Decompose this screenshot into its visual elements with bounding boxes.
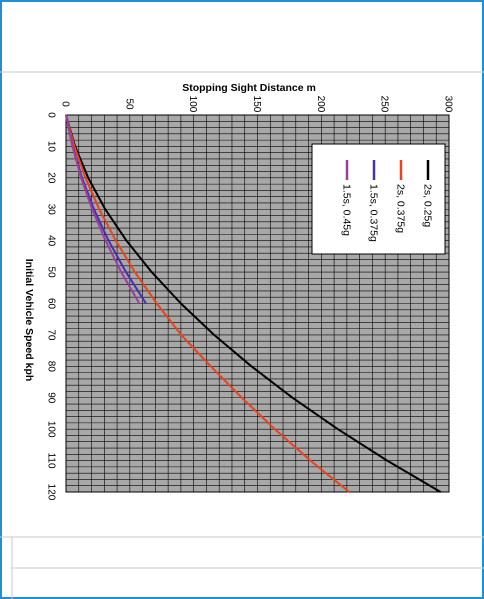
series-line-4 <box>65 114 141 304</box>
series-line-1 <box>65 114 442 493</box>
x-tick-label: 20 <box>46 172 57 184</box>
y-axis-ticks: 0 50 100 150 200 250 300 <box>60 96 454 113</box>
x-tick-label: 40 <box>46 235 57 247</box>
y-tick-label: 50 <box>123 98 134 110</box>
legend: 2s, 0.25g 2s, 0.375g 1.5s, 0.375g 1.5s, 0.4… <box>311 143 446 255</box>
y-axis-title: Stopping Sight Distance m <box>182 82 316 94</box>
legend-label: 2s, 0.375g <box>394 184 406 233</box>
series-line-2 <box>65 114 350 493</box>
legend-label: 1.5s, 0.45g <box>340 184 352 236</box>
y-tick-label: 300 <box>443 96 454 113</box>
legend-label: 1.5s, 0.375g <box>367 184 379 242</box>
x-tick-label: 100 <box>46 421 57 438</box>
x-tick-label: 120 <box>46 484 57 501</box>
x-axis-ticks: 0 10 20 30 40 50 60 70 80 90 100 110 120 <box>46 112 57 501</box>
x-tick-label: 110 <box>46 453 57 469</box>
x-tick-label: 90 <box>46 392 57 404</box>
legend-label: 2s, 0.25g <box>421 184 433 227</box>
plot-border <box>65 114 450 493</box>
x-tick-label: 0 <box>46 112 57 118</box>
x-tick-label: 70 <box>46 329 57 341</box>
y-tick-label: 0 <box>60 101 71 107</box>
series-layer <box>65 114 442 493</box>
x-tick-label: 60 <box>46 298 57 310</box>
x-axis-title: Initial Vehicle Speed kph <box>23 259 35 382</box>
legend-box <box>311 143 446 255</box>
y-tick-label: 150 <box>251 96 262 113</box>
x-tick-label: 30 <box>46 204 57 216</box>
y-tick-label: 250 <box>379 96 390 113</box>
x-tick-label: 10 <box>46 141 57 153</box>
x-tick-label: 80 <box>46 361 57 373</box>
grid-lines <box>65 114 450 493</box>
x-tick-label: 50 <box>46 267 57 279</box>
y-tick-label: 200 <box>315 96 326 113</box>
y-tick-label: 100 <box>187 96 198 113</box>
